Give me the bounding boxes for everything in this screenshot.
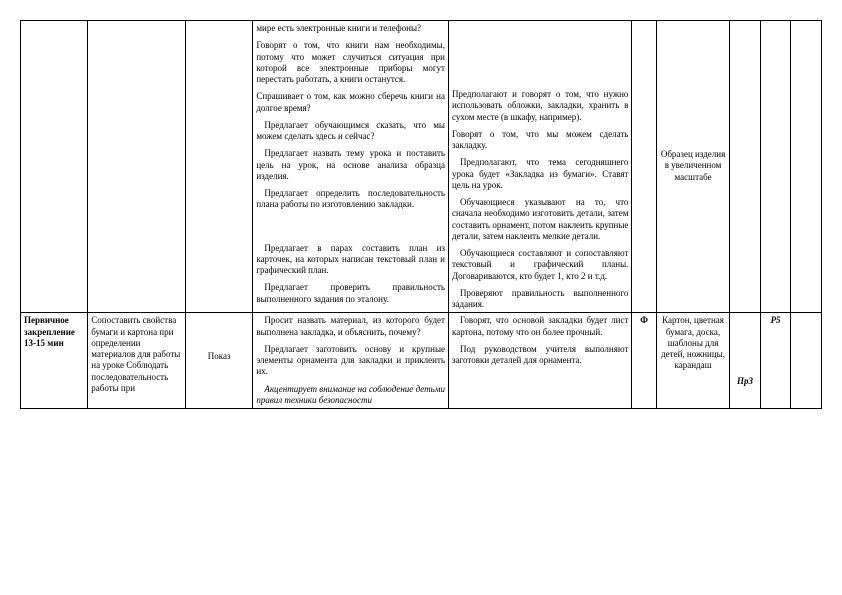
cell-form: Ф bbox=[632, 313, 656, 409]
cell-resources: Образец изделия в увеличенном масштабе bbox=[656, 21, 729, 313]
cell-result3 bbox=[791, 21, 822, 313]
result-text: Пр3 bbox=[737, 376, 753, 386]
para: Обучающиеся составляют и сопоставляют те… bbox=[452, 248, 628, 282]
method-text: Показ bbox=[208, 351, 231, 361]
cell-teacher-activity: Просит назвать материал, из которого буд… bbox=[253, 313, 449, 409]
para: Предполагают, что тема сегодняшнего урок… bbox=[452, 157, 628, 191]
cell-result2: Р5 bbox=[760, 313, 791, 409]
cell-stage: Первичное закрепление 13-15 мин bbox=[21, 313, 88, 409]
cell-method: Показ bbox=[186, 313, 253, 409]
stage-l2: закрепление bbox=[24, 327, 84, 338]
table-row: Первичное закрепление 13-15 мин Сопостав… bbox=[21, 313, 822, 409]
cell-result2 bbox=[760, 21, 791, 313]
para: Акцентирует внимание на соблюдение детьм… bbox=[256, 384, 445, 407]
para: Предлагает заготовить основу и крупные э… bbox=[256, 344, 445, 378]
para: Спрашивает о том, как можно сберечь книг… bbox=[256, 91, 445, 114]
para: Предполагают и говорят о том, что нужно … bbox=[452, 89, 628, 123]
cell-form bbox=[632, 21, 656, 313]
para: Обучающиеся указывают на то, что сначала… bbox=[452, 197, 628, 242]
resource-text: Картон, цветная бумага, доска, шаблоны д… bbox=[661, 315, 725, 370]
para: Предлагает проверить правильность выполн… bbox=[256, 282, 445, 305]
para: Проверяют правильность выполненного зада… bbox=[452, 288, 628, 311]
cell-goal bbox=[88, 21, 186, 313]
cell-student-activity: Предполагают и говорят о том, что нужно … bbox=[448, 21, 631, 313]
lesson-plan-table: мире есть электронные книги и телефоны? … bbox=[20, 20, 822, 409]
cell-teacher-activity: мире есть электронные книги и телефоны? … bbox=[253, 21, 449, 313]
result-text: Р5 bbox=[771, 315, 781, 325]
cell-method bbox=[186, 21, 253, 313]
para: Говорят, что основой закладки будет лист… bbox=[452, 315, 628, 338]
cell-result1 bbox=[730, 21, 761, 313]
para: Говорят о том, что книги нам необходимы,… bbox=[256, 40, 445, 85]
para: Предлагает в парах составить план из кар… bbox=[256, 243, 445, 277]
stage-l1: Первичное bbox=[24, 315, 84, 326]
para: Предлагает обучающимся сказать, что мы м… bbox=[256, 120, 445, 143]
resource-text: Образец изделия в увеличенном масштабе bbox=[661, 149, 725, 182]
cell-goal: Сопоставить свойства бумаги и картона пр… bbox=[88, 313, 186, 409]
cell-student-activity: Говорят, что основой закладки будет лист… bbox=[448, 313, 631, 409]
form-text: Ф bbox=[640, 315, 648, 325]
cell-stage bbox=[21, 21, 88, 313]
para: Говорят о том, что мы можем сделать закл… bbox=[452, 129, 628, 152]
table-row: мире есть электронные книги и телефоны? … bbox=[21, 21, 822, 313]
cell-resources: Картон, цветная бумага, доска, шаблоны д… bbox=[656, 313, 729, 409]
stage-l3: 13-15 мин bbox=[24, 338, 84, 349]
para: Предлагает определить последовательность… bbox=[256, 188, 445, 211]
para: Предлагает назвать тему урока и поставит… bbox=[256, 148, 445, 182]
para: мире есть электронные книги и телефоны? bbox=[256, 23, 445, 34]
goal-text: Сопоставить свойства бумаги и картона пр… bbox=[91, 315, 180, 393]
cell-result3 bbox=[791, 313, 822, 409]
para: Просит назвать материал, из которого буд… bbox=[256, 315, 445, 338]
cell-result1: Пр3 bbox=[730, 313, 761, 409]
para: Под руководством учителя выполняют загот… bbox=[452, 344, 628, 367]
